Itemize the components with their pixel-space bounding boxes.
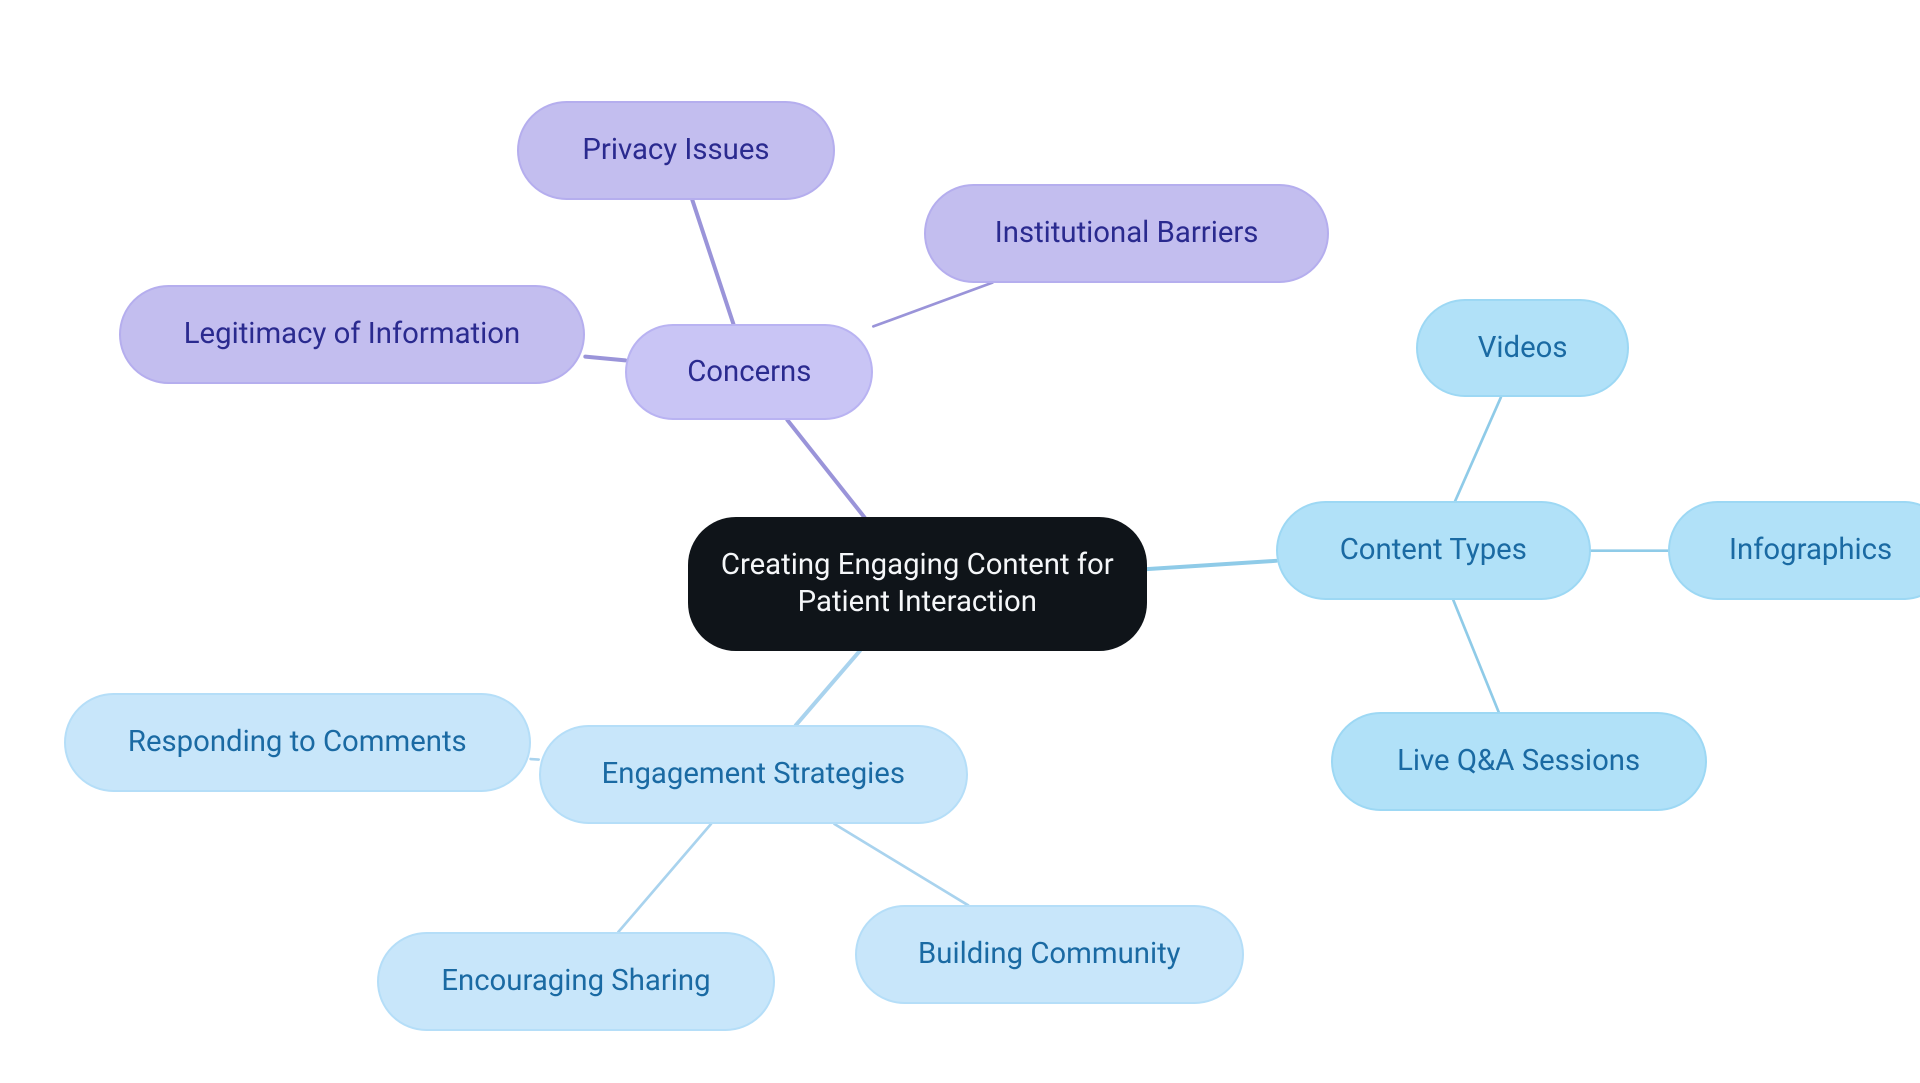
edge-concerns-institutional xyxy=(873,283,992,327)
edge-content_types-liveqa xyxy=(1453,600,1498,712)
node-concerns: Concerns xyxy=(625,324,873,420)
edge-concerns-privacy xyxy=(692,200,733,324)
edge-content_types-videos xyxy=(1455,397,1501,501)
node-root: Creating Engaging Content for Patient In… xyxy=(688,517,1147,650)
node-community: Building Community xyxy=(855,905,1244,1004)
edge-engagement-community xyxy=(834,824,968,905)
node-encouraging: Encouraging Sharing xyxy=(377,932,774,1031)
mindmap-canvas: Creating Engaging Content for Patient In… xyxy=(0,0,1920,1083)
edge-root-concerns xyxy=(787,420,864,517)
node-content_types: Content Types xyxy=(1276,501,1591,600)
node-institutional: Institutional Barriers xyxy=(924,184,1329,283)
edge-engagement-encouraging xyxy=(618,824,711,932)
edge-concerns-legitimacy xyxy=(585,357,625,361)
edge-root-content_types xyxy=(1147,561,1276,569)
edge-engagement-responding xyxy=(531,759,539,760)
node-privacy: Privacy Issues xyxy=(517,101,834,200)
node-responding: Responding to Comments xyxy=(64,693,531,792)
node-engagement: Engagement Strategies xyxy=(539,725,968,824)
edge-root-engagement xyxy=(796,651,860,726)
node-liveqa: Live Q&A Sessions xyxy=(1331,712,1707,811)
node-infographics: Infographics xyxy=(1668,501,1920,600)
node-legitimacy: Legitimacy of Information xyxy=(119,285,586,384)
node-videos: Videos xyxy=(1416,299,1629,398)
